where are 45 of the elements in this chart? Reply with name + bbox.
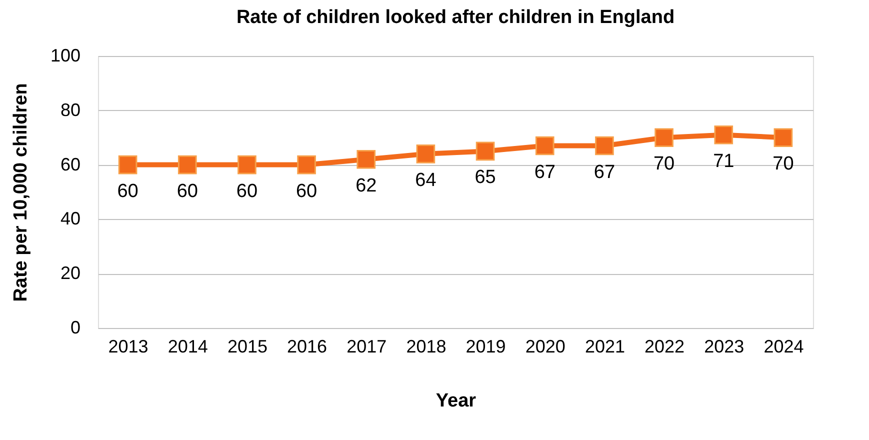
point xyxy=(774,128,793,148)
chart-title: Rate of children looked after children in England xyxy=(236,7,675,28)
point xyxy=(178,155,197,174)
data-label: 71 xyxy=(713,150,734,172)
point xyxy=(535,136,554,156)
data-label: 60 xyxy=(117,180,138,202)
x-tick-label: 2020 xyxy=(525,336,566,356)
x-tick-label: 2014 xyxy=(168,336,208,356)
x-tick-label: 2023 xyxy=(704,336,744,356)
y-tick-label: 20 xyxy=(60,263,80,284)
point xyxy=(476,142,495,161)
data-label: 67 xyxy=(594,162,616,183)
x-tick-label: 2021 xyxy=(584,336,625,356)
point xyxy=(416,144,436,164)
point xyxy=(595,136,614,156)
data-label: 60 xyxy=(236,180,258,202)
point xyxy=(238,155,256,174)
point xyxy=(714,125,734,144)
point xyxy=(118,155,138,174)
data-label: 67 xyxy=(534,162,556,183)
x-tick-label: 2018 xyxy=(406,336,446,356)
y-tick-label: 0 xyxy=(70,318,80,338)
data-label: 70 xyxy=(772,154,794,175)
x-tick-label: 2015 xyxy=(227,336,268,356)
x-tick-label: 2013 xyxy=(108,336,148,356)
data-label: 60 xyxy=(176,180,198,202)
data-label: 65 xyxy=(474,167,496,188)
point xyxy=(654,128,674,148)
x-tick-label: 2016 xyxy=(287,336,328,356)
data-label: 60 xyxy=(296,180,318,202)
x-tick-label: 2024 xyxy=(764,336,804,356)
y-tick-label: 60 xyxy=(60,154,80,174)
x-tick-label: 2022 xyxy=(644,336,685,356)
x-tick-label: 2017 xyxy=(346,336,387,356)
x-axis-title: Year xyxy=(436,390,477,412)
data-label: 70 xyxy=(653,154,675,175)
x-tick-label: 2019 xyxy=(466,336,506,356)
y-tick-label: 80 xyxy=(60,100,80,120)
y-tick-label: 100 xyxy=(50,46,80,66)
point xyxy=(297,155,316,174)
y-tick-label: 40 xyxy=(60,208,80,229)
point xyxy=(356,150,376,169)
data-label: 64 xyxy=(415,170,437,191)
y-axis-title: Rate per 10,000 children xyxy=(10,83,32,302)
data-label: 62 xyxy=(356,175,377,196)
